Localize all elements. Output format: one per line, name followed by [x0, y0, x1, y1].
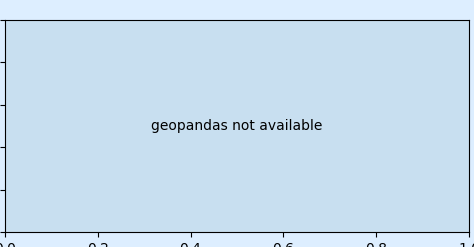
Text: geopandas not available: geopandas not available: [151, 119, 323, 133]
